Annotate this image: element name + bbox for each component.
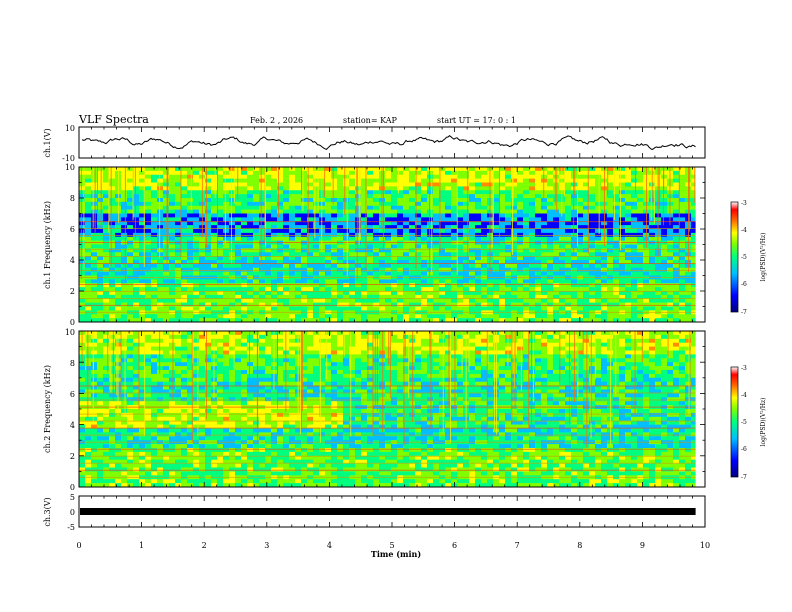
axis-ticks — [78, 127, 706, 527]
ch2-spectrogram-panel: 0 2 4 6 8 10 ch.2 Frequency (kHz) -3 -4 … — [43, 328, 767, 492]
spec1-ytick-4: 4 — [70, 256, 75, 265]
spec1-ytick-0: 0 — [70, 318, 75, 327]
x-tick-label: 9 — [640, 541, 645, 550]
cb1-tick-m7: -7 — [741, 309, 747, 316]
x-tick-label: 0 — [76, 541, 81, 550]
cb1-tick-m3: -3 — [741, 200, 747, 207]
ch2-spectrogram-image — [79, 331, 696, 488]
spec2-ylabel: ch.2 Frequency (kHz) — [43, 365, 52, 453]
ch2-colorbar — [730, 366, 739, 478]
spec1-ytick-10: 10 — [65, 163, 75, 172]
cb2-tick-m7: -7 — [741, 474, 747, 481]
spec1-ytick-6: 6 — [70, 225, 75, 234]
x-tick-label: 2 — [202, 541, 207, 550]
spec2-ytick-4: 4 — [70, 421, 75, 430]
x-tick-label: 6 — [452, 541, 457, 550]
date-label: Feb. 2 , 2026 — [250, 116, 303, 125]
spec2-ytick-0: 0 — [70, 483, 75, 492]
spec1-ylabel: ch.1 Frequency (kHz) — [43, 201, 52, 289]
ch3-ytick-top: 5 — [70, 493, 75, 502]
cb2-tick-m3: -3 — [741, 365, 747, 372]
cb1-tick-m4: -4 — [741, 227, 747, 234]
x-tick-label: 7 — [515, 541, 520, 550]
ch3-waveform-panel: 5 0 -5 ch.3(V) — [43, 493, 706, 532]
ch1-spectrogram-panel: 0 2 4 6 8 10 ch.1 Frequency (kHz) -3 -4 … — [43, 163, 767, 327]
ch1-waveform-line — [81, 135, 696, 151]
ch3-ylabel: ch.3(V) — [43, 497, 52, 526]
x-tick-label: 8 — [577, 541, 582, 550]
cb1-tick-m5: -5 — [741, 254, 747, 261]
station-label: station= KAP — [343, 116, 398, 125]
ch1-ytick-bottom: -10 — [62, 154, 75, 163]
ch1-colorbar — [730, 201, 739, 313]
ch1-spectrogram-image — [79, 167, 696, 323]
spec1-ytick-8: 8 — [70, 194, 75, 203]
cb1-label: log(PSD)(V²/Hz) — [760, 233, 767, 282]
x-axis-label: Time (min) — [371, 549, 421, 559]
ch1-ylabel: ch.1(V) — [43, 128, 52, 157]
x-tick-label: 5 — [389, 541, 394, 550]
x-tick-label: 3 — [264, 541, 269, 550]
cb2-tick-m6: -6 — [741, 446, 747, 453]
x-tick-label: 10 — [700, 541, 710, 550]
x-tick-labels: 0 1 2 3 4 5 6 7 8 9 10 — [76, 541, 710, 550]
ch1-waveform-panel: 10 -10 ch.1(V) — [43, 124, 706, 163]
figure-title: VLF Spectra — [78, 113, 149, 126]
spec2-ytick-10: 10 — [65, 328, 75, 337]
cb1-tick-m6: -6 — [741, 281, 747, 288]
cb2-tick-m4: -4 — [741, 392, 747, 399]
ch3-ytick-bottom: -5 — [67, 523, 75, 532]
ch3-ytick-mid: 0 — [70, 508, 75, 517]
cb2-tick-m5: -5 — [741, 419, 747, 426]
spec2-ytick-2: 2 — [70, 452, 75, 461]
x-tick-label: 4 — [327, 541, 332, 550]
start-time-label: start UT = 17: 0 : 1 — [437, 116, 516, 125]
ch1-ytick-top: 10 — [65, 124, 75, 133]
ch3-waveform-band — [80, 508, 696, 515]
spec1-ytick-2: 2 — [70, 287, 75, 296]
spec2-ytick-8: 8 — [70, 359, 75, 368]
cb2-label: log(PSD)(V²/Hz) — [760, 398, 767, 447]
x-tick-label: 1 — [139, 541, 144, 550]
spec2-ytick-6: 6 — [70, 390, 75, 399]
